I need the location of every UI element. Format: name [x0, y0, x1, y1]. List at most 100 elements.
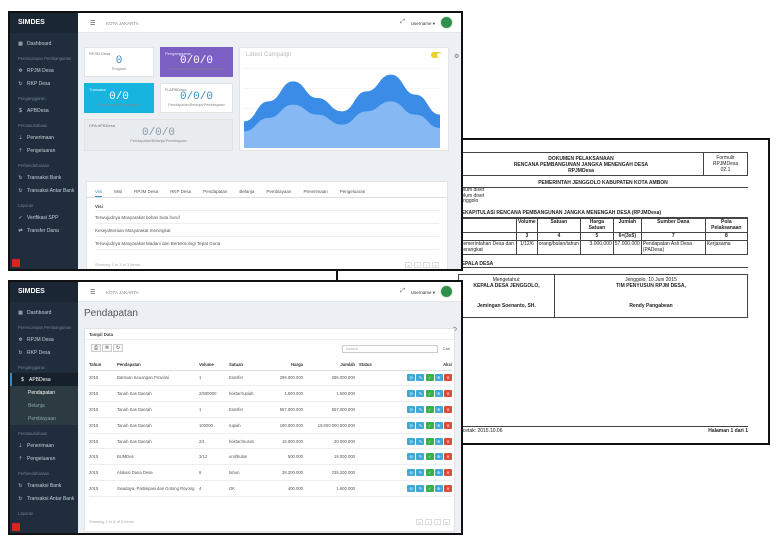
- sidebar-item-dashboard[interactable]: ▦ Dashboard: [18, 309, 52, 316]
- view-icon[interactable]: ◎: [407, 437, 416, 445]
- brand-logo[interactable]: SIMDES: [10, 13, 78, 33]
- edit-icon[interactable]: ✎: [416, 374, 425, 382]
- tab-rkp[interactable]: RKP Desa: [170, 189, 192, 194]
- sidebar-item-dashboard[interactable]: ▦ Dashboard: [18, 40, 52, 47]
- refresh-icon[interactable]: ↻: [113, 344, 123, 352]
- table-row[interactable]: 2015 Bantuan Keuangan Provinsi 1 transfer 29…: [89, 370, 452, 387]
- sidebar-item-pengeluaran[interactable]: ⇡ Pengeluaran: [18, 455, 56, 462]
- chart-toggle[interactable]: [431, 52, 442, 58]
- sidebar-item-penerimaan[interactable]: ⇣ Penerimaan: [18, 442, 54, 449]
- sidebar-item-transaksi-antar-bank[interactable]: ↻ Transaksi Antar Bank: [18, 495, 75, 502]
- delete-icon[interactable]: ✕: [444, 390, 452, 398]
- card-dpa[interactable]: DPA APBDesa 0/0/0 Pendapatan/Belanja/Pem…: [84, 119, 233, 151]
- first-page-icon[interactable]: «: [416, 519, 423, 525]
- tab-visi[interactable]: Visi: [95, 189, 103, 197]
- view-icon[interactable]: ◎: [407, 469, 416, 477]
- sidebar-item-rpjm[interactable]: ✲ RPJM Desa: [18, 67, 54, 74]
- next-page-icon[interactable]: ›: [423, 262, 430, 268]
- prev-page-icon[interactable]: ‹: [425, 519, 432, 525]
- approve-icon[interactable]: ✓: [425, 374, 434, 382]
- edit-icon[interactable]: ✎: [416, 484, 425, 492]
- user-menu[interactable]: Username ▾: [410, 20, 435, 26]
- tab-pengeluaran[interactable]: Pengeluaran: [339, 189, 366, 194]
- tab-penerimaan[interactable]: Penerimaan: [303, 189, 328, 194]
- delete-icon[interactable]: ✕: [444, 453, 452, 461]
- edit-icon[interactable]: ✎: [416, 405, 425, 413]
- tab-misi[interactable]: Misi: [114, 189, 123, 194]
- detail-icon[interactable]: ⊕: [434, 469, 443, 477]
- list-item[interactable]: Kesejahteraan Masyarakat meningkat: [95, 224, 439, 237]
- edit-icon[interactable]: ✎: [416, 390, 425, 398]
- sidebar-item-rpjm[interactable]: ✲ RPJM Desa: [18, 336, 54, 343]
- next-page-icon[interactable]: ›: [434, 519, 441, 525]
- col-harga[interactable]: Harga: [267, 360, 303, 371]
- view-icon[interactable]: ◎: [407, 405, 416, 413]
- col-satuan[interactable]: Satuan: [229, 360, 267, 371]
- detail-icon[interactable]: ⊕: [434, 453, 443, 461]
- list-item[interactable]: Terwujudnya Masyarakat bebas buta huruf: [95, 211, 439, 224]
- menu-toggle-icon[interactable]: ☰: [90, 21, 96, 27]
- view-icon[interactable]: ◎: [407, 453, 416, 461]
- sidebar-item-transfer[interactable]: ⇄ Transfer Dana: [18, 227, 59, 234]
- delete-icon[interactable]: ✕: [444, 374, 452, 382]
- sidebar-item-pengeluaran[interactable]: ⇡ Pengeluaran: [18, 147, 56, 154]
- table-row[interactable]: 2015 BUMDes 3/12 unit/bulan 500.000 18.000.00…: [89, 448, 452, 466]
- col-tahun[interactable]: Tahun: [89, 360, 117, 371]
- approve-icon[interactable]: ✓: [425, 390, 434, 398]
- settings-icon[interactable]: ✲: [102, 344, 112, 352]
- tab-pendapatan[interactable]: Pendapatan: [203, 189, 228, 194]
- sidebar-item-penerimaan[interactable]: ⇣ Penerimaan: [18, 134, 54, 141]
- detail-icon[interactable]: ⊕: [434, 374, 443, 382]
- edit-icon[interactable]: ✎: [416, 437, 425, 445]
- delete-icon[interactable]: ✕: [444, 405, 452, 413]
- view-icon[interactable]: ◎: [407, 390, 416, 398]
- approve-icon[interactable]: ✓: [425, 469, 434, 477]
- col-jumlah[interactable]: Jumlah: [303, 360, 355, 371]
- sidebar-subitem-belanja[interactable]: Belanja: [10, 399, 78, 412]
- sidebar-item-apbdesa[interactable]: $ APBDesa: [19, 107, 49, 114]
- search-button[interactable]: Cari: [442, 346, 450, 351]
- card-rpjm[interactable]: RPJM Desa 0 Program: [84, 47, 154, 77]
- detail-icon[interactable]: ⊕: [434, 405, 443, 413]
- sidebar-item-transaksi-bank[interactable]: ↻ Transaksi Bank: [18, 174, 62, 181]
- table-row[interactable]: 2015 Tanah Kas Daerah 100000 rupiah 190.000.…: [89, 417, 452, 434]
- tab-pembiayaan[interactable]: Pembiayaan: [266, 189, 292, 194]
- last-page-icon[interactable]: »: [432, 262, 439, 268]
- table-row[interactable]: 2015 Alokasi Dana Desa 6 tahun 39.200.000 235…: [89, 464, 452, 482]
- user-menu[interactable]: Username ▾: [410, 289, 435, 295]
- sidebar-item-verifikasi[interactable]: ✓ Verifikasi SPP: [18, 214, 59, 221]
- fullscreen-icon[interactable]: ⤢: [400, 288, 405, 294]
- search-input[interactable]: Search: [342, 345, 438, 353]
- menu-toggle-icon[interactable]: ☰: [90, 290, 96, 296]
- sidebar-item-rkp[interactable]: ↻ RKP Desa: [18, 349, 51, 356]
- tab-rpjm[interactable]: RPJM Desa: [134, 189, 159, 194]
- avatar[interactable]: [440, 16, 453, 29]
- col-volume[interactable]: Volume: [199, 360, 229, 371]
- table-row[interactable]: 2015 Tanah Kas Daerah 2/1 hektar/musim 15.00…: [89, 433, 452, 450]
- card-penganggaran[interactable]: Penganggaran 0/0/0 Pendapatan/Belanja/Pe…: [160, 47, 233, 77]
- brand-logo[interactable]: SIMDES: [10, 282, 78, 302]
- sidebar-item-apbdesa[interactable]: $ APBDesa: [10, 373, 78, 386]
- card-rapbdesa[interactable]: R-APBDesa 0/0/0 Pendapatan/Belanja/Pembi…: [160, 83, 233, 113]
- view-icon[interactable]: ◎: [407, 421, 416, 429]
- edit-icon[interactable]: ✎: [416, 469, 425, 477]
- view-icon[interactable]: ◎: [407, 374, 416, 382]
- card-transaksi[interactable]: Transaksi 0/0 Penerimaan/Pengeluaran: [84, 83, 154, 113]
- sidebar-item-transaksi-bank[interactable]: ↻ Transaksi Bank: [18, 482, 62, 489]
- approve-icon[interactable]: ✓: [425, 453, 434, 461]
- table-row[interactable]: 2015 Tanah Kas Daerah 1 transfer 567.000.000…: [89, 401, 452, 418]
- fullscreen-icon[interactable]: ⤢: [400, 19, 405, 25]
- delete-icon[interactable]: ✕: [444, 484, 452, 492]
- tab-belanja[interactable]: Belanja: [239, 189, 255, 194]
- table-row[interactable]: 2015 Swadaya, Partisipasi dan Gotong Royo…: [89, 480, 452, 497]
- delete-icon[interactable]: ✕: [444, 437, 452, 445]
- approve-icon[interactable]: ✓: [425, 405, 434, 413]
- last-page-icon[interactable]: »: [443, 519, 450, 525]
- table-row[interactable]: 2015 Tanah Kas Daerah 2/500000 hektar/rupia…: [89, 385, 452, 403]
- settings-icon[interactable]: ⚙: [454, 54, 460, 60]
- detail-icon[interactable]: ⊕: [434, 484, 443, 492]
- sidebar-subitem-pembiayaan[interactable]: Pembiayaan: [10, 412, 78, 425]
- col-status[interactable]: Status: [355, 360, 372, 371]
- prev-page-icon[interactable]: ‹: [414, 262, 421, 268]
- delete-icon[interactable]: ✕: [444, 469, 452, 477]
